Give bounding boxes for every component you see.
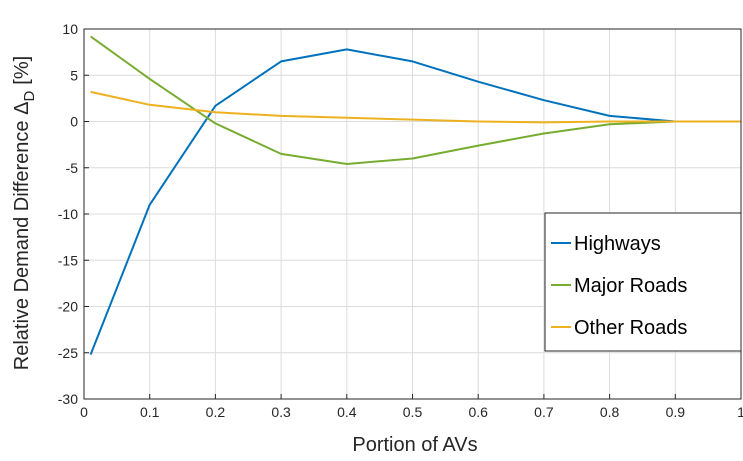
x-tick-label: 0.8: [600, 404, 620, 420]
x-tick-label: 0.3: [271, 404, 291, 420]
y-tick-label: 10: [62, 21, 78, 37]
legend-box: [544, 212, 742, 352]
y-axis-label-main: Relative Demand Difference Δ: [11, 102, 33, 371]
y-axis-label-subscript: D: [21, 91, 38, 102]
x-tick-label: 0.4: [337, 404, 357, 420]
y-axis-label: Relative Demand Difference ΔD [%]: [11, 56, 38, 370]
y-tick-label: -5: [66, 160, 79, 176]
y-tick-label: -15: [58, 252, 78, 268]
x-tick-label: 0.7: [534, 404, 554, 420]
y-tick-label: -10: [58, 206, 78, 222]
y-tick-label: 0: [70, 114, 78, 130]
x-tick-label: 0.6: [468, 404, 488, 420]
x-tick-label: 1: [737, 404, 743, 420]
series-layer: [89, 35, 741, 355]
y-axis-label-unit: [%]: [11, 56, 33, 85]
legend-label-other-roads: Other Roads: [574, 317, 687, 339]
x-tick-label: 0: [80, 404, 88, 420]
legend-label-major-roads: Major Roads: [574, 275, 687, 297]
x-tick-label: 0.1: [140, 404, 160, 420]
y-tick-label: -30: [58, 391, 78, 407]
x-tick-labels: 0 0.1 0.2 0.3 0.4 0.5 0.6 0.7 0.8 0.9 1: [80, 404, 743, 420]
x-tick-label: 0.9: [666, 404, 686, 420]
series-line-major-roads: [90, 35, 741, 165]
y-tick-label: -25: [58, 345, 78, 361]
legend: Highways Major Roads Other Roads: [544, 212, 742, 352]
x-axis-label: Portion of AVs: [352, 434, 477, 456]
x-tick-label: 0.2: [206, 404, 226, 420]
y-tick-label: 5: [70, 67, 78, 83]
y-tick-labels: -30 -25 -20 -15 -10 -5 0 5 10: [58, 21, 78, 407]
x-tick-label: 0.5: [403, 404, 423, 420]
legend-label-highways: Highways: [574, 233, 661, 255]
series-line-other-roads: [90, 90, 741, 124]
y-tick-label: -20: [58, 299, 78, 315]
series-line-highways: [89, 48, 741, 355]
